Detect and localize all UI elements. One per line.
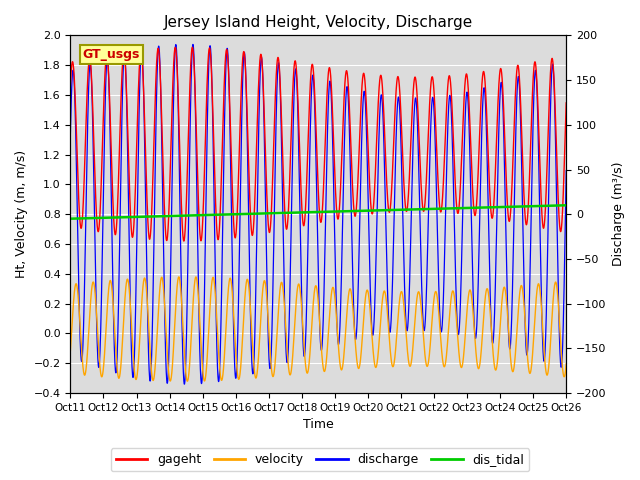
Y-axis label: Ht, Velocity (m, m/s): Ht, Velocity (m, m/s) [15,150,28,278]
Title: Jersey Island Height, Velocity, Discharge: Jersey Island Height, Velocity, Discharg… [164,15,473,30]
Legend: gageht, velocity, discharge, dis_tidal: gageht, velocity, discharge, dis_tidal [111,448,529,471]
Text: GT_usgs: GT_usgs [83,48,140,61]
X-axis label: Time: Time [303,419,333,432]
Y-axis label: Discharge (m³/s): Discharge (m³/s) [612,162,625,266]
